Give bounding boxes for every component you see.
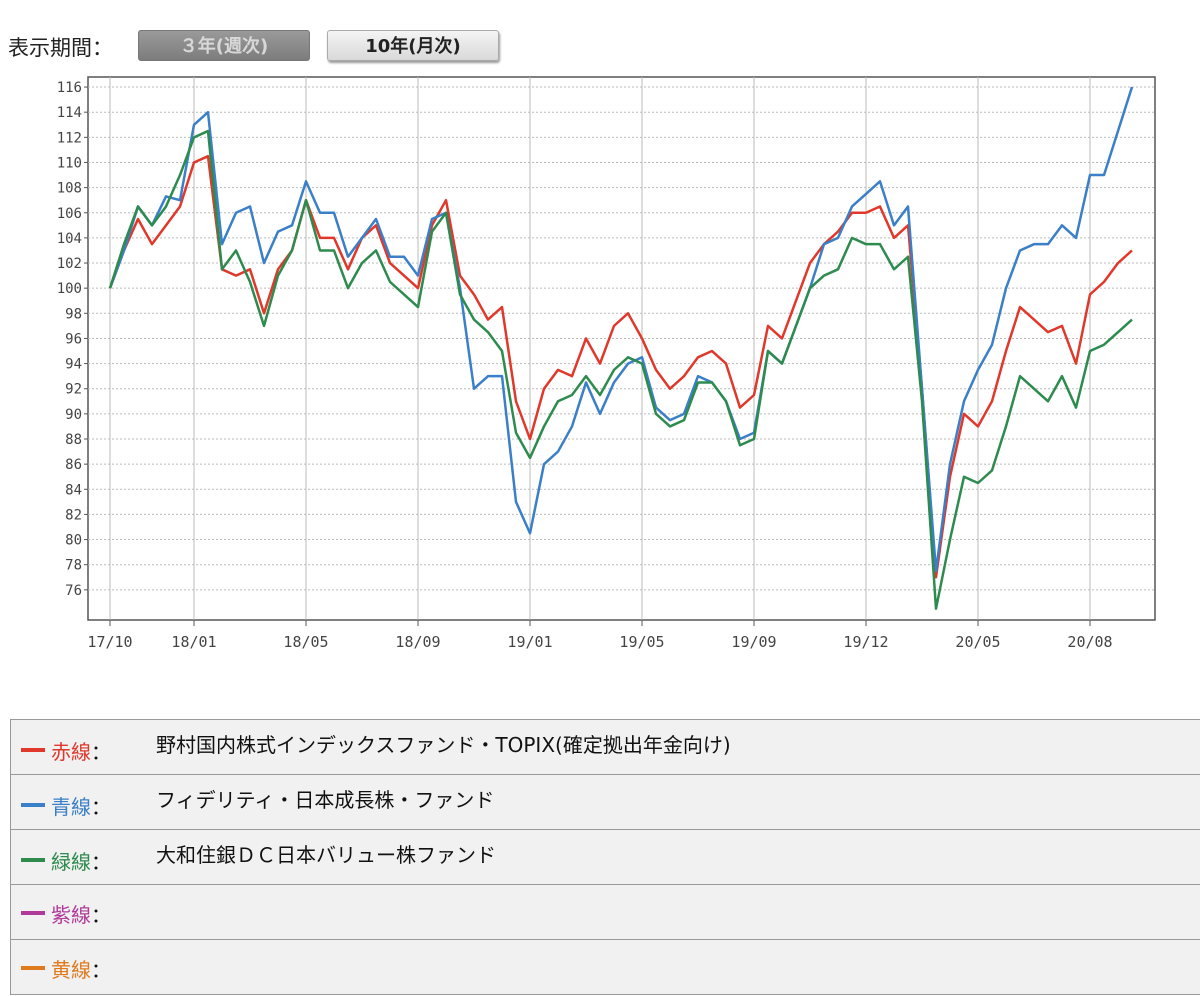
y-tick-label: 114 (57, 105, 82, 121)
legend-row: 青線：フィデリティ・日本成長株・ファンド (10, 774, 1200, 830)
legend-color-name: 紫線 (51, 902, 91, 927)
y-tick-label: 116 (57, 80, 82, 96)
y-tick-label: 100 (57, 281, 82, 297)
legend-cell: 紫線： (10, 884, 1200, 940)
legend-row: 黄線： (10, 939, 1200, 995)
y-tick-label: 86 (65, 457, 82, 473)
y-tick-label: 94 (65, 357, 82, 373)
separator: ： (91, 794, 111, 819)
legend-swatch (21, 803, 45, 808)
period-button[interactable]: ３年(週次) (138, 30, 310, 61)
y-tick-label: 92 (65, 382, 82, 398)
y-tick-label: 110 (57, 155, 82, 171)
y-tick-label: 108 (57, 181, 82, 197)
x-tick-label: 18/01 (171, 633, 216, 651)
legend-cell: 赤線：野村国内株式インデックスファンド・TOPIX(確定拠出年金向け) (10, 719, 1200, 775)
y-tick-label: 84 (65, 482, 82, 498)
x-tick-label: 20/05 (955, 633, 1000, 651)
separator: ： (91, 739, 111, 764)
y-tick-label: 102 (57, 256, 82, 272)
x-tick-label: 18/05 (283, 633, 328, 651)
y-tick-label: 98 (65, 306, 82, 322)
period-bar: 表示期間： ３年(週次) 10年(月次) (0, 28, 1200, 64)
legend-color-name: 黄線 (51, 957, 91, 982)
period-label: 表示期間： (8, 36, 113, 60)
x-tick-label: 17/10 (87, 633, 132, 651)
x-tick-label: 19/09 (731, 633, 776, 651)
fund-name: 大和住銀ＤＣ日本バリュー株ファンド (156, 843, 496, 868)
fund-name: フィデリティ・日本成長株・ファンド (156, 788, 495, 813)
legend-row: 緑線：大和住銀ＤＣ日本バリュー株ファンド (10, 829, 1200, 885)
y-tick-label: 90 (65, 407, 82, 423)
legend-swatch (21, 858, 45, 863)
legend-color-name: 青線 (51, 794, 91, 819)
legend-cell: 緑線：大和住銀ＤＣ日本バリュー株ファンド (10, 829, 1200, 885)
legend-color-name: 赤線 (51, 739, 91, 764)
legend-color-name: 緑線 (51, 849, 91, 874)
separator: ： (91, 957, 111, 982)
separator: ： (91, 849, 111, 874)
legend-label: 緑線： (21, 846, 156, 875)
x-tick-label: 18/09 (395, 633, 440, 651)
y-tick-label: 96 (65, 331, 82, 347)
x-tick-label: 19/01 (507, 633, 552, 651)
chart: 76 78 80 82 84 86 88 90 92 94 96 98 100 102 104 106 108 1… (57, 76, 1156, 651)
legend-label: 紫線： (21, 899, 156, 928)
series-line (108, 154, 1133, 579)
legend-cell: 青線：フィデリティ・日本成長株・ファンド (10, 774, 1200, 830)
x-tick-label: 19/12 (843, 633, 888, 651)
legend-label: 赤線： (21, 736, 156, 765)
y-tick-label: 106 (57, 206, 82, 222)
y-tick-label: 76 (65, 583, 82, 599)
legend-table: 赤線：野村国内株式インデックスファンド・TOPIX(確定拠出年金向け) 青線：フィ… (10, 719, 1200, 995)
legend-swatch (21, 748, 45, 753)
legend-cell: 黄線： (10, 939, 1200, 995)
y-tick-label: 112 (57, 130, 82, 146)
legend-row: 赤線：野村国内株式インデックスファンド・TOPIX(確定拠出年金向け) (10, 719, 1200, 775)
y-tick-label: 88 (65, 432, 82, 448)
x-tick-label: 19/05 (619, 633, 664, 651)
y-tick-label: 78 (65, 558, 82, 574)
legend-swatch (21, 966, 45, 971)
y-tick-label: 80 (65, 533, 82, 549)
series-line (108, 129, 1133, 610)
fund-name: 野村国内株式インデックスファンド・TOPIX(確定拠出年金向け) (156, 733, 731, 758)
legend-swatch (21, 911, 45, 916)
legend-label: 青線： (21, 791, 156, 820)
x-tick-label: 20/08 (1067, 633, 1112, 651)
separator: ： (91, 902, 111, 927)
y-tick-label: 104 (57, 231, 82, 247)
series-line (108, 86, 1134, 573)
legend-row: 紫線： (10, 884, 1200, 940)
y-tick-label: 82 (65, 507, 82, 523)
plot-area (87, 76, 1156, 621)
legend-label: 黄線： (21, 954, 156, 983)
period-button[interactable]: 10年(月次) (327, 30, 499, 61)
